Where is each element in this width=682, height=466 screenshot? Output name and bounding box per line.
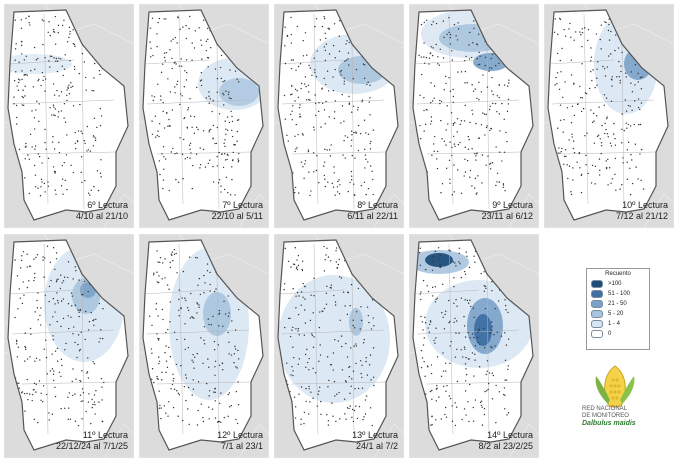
legend-title: Recuento (605, 271, 631, 277)
legend-swatch (591, 300, 603, 308)
date-range: 23/11 al 6/12 (481, 211, 533, 221)
map-11 (4, 234, 134, 458)
map-8 (274, 4, 404, 228)
legend-item: 0 (587, 329, 649, 339)
map-panel-11: 11º Lectura 22/12/24 al 7/1/25 (4, 234, 134, 458)
date-range: 22/10 al 5/11 (211, 211, 263, 221)
date-range: 7/1 al 23/1 (220, 441, 263, 451)
date-range: 6/11 al 22/11 (347, 211, 398, 221)
map-13 (274, 234, 404, 458)
reading-label: 13º Lectura (352, 430, 398, 440)
legend-item: 1 - 4 (587, 319, 649, 329)
map-9 (409, 4, 539, 228)
reading-label: 14º Lectura (487, 430, 533, 440)
corn-logo-icon (595, 365, 635, 408)
reading-label: 9º Lectura (492, 200, 533, 210)
map-panel-8: 8º Lectura 6/11 al 22/11 (274, 4, 404, 228)
date-range: 7/12 al 21/12 (615, 211, 668, 221)
reading-label: 12º Lectura (217, 430, 263, 440)
legend-item: 5 - 20 (587, 309, 649, 319)
reading-label: 11º Lectura (82, 430, 128, 440)
map-panel-10: 10º Lectura 7/12 al 21/12 (544, 4, 674, 228)
map-panel-6: 6º Lectura 4/10 al 21/10 (4, 4, 134, 228)
reading-label: 7º Lectura (222, 200, 263, 210)
map-panel-14: 14º Lectura 8/2 al 23/2/25 (409, 234, 539, 458)
legend-item: 51 - 100 (587, 289, 649, 299)
map-panel-13: 13º Lectura 24/1 al 7/2 (274, 234, 404, 458)
reading-label: 6º Lectura (87, 200, 128, 210)
map-12 (139, 234, 269, 458)
date-range: 8/2 al 23/2/25 (478, 441, 533, 451)
date-range: 22/12/24 al 7/1/25 (55, 441, 128, 451)
reading-label: 8º Lectura (357, 200, 398, 210)
map-6 (4, 4, 134, 228)
legend-swatch (591, 330, 603, 338)
map-panel-12: 12º Lectura 7/1 al 23/1 (139, 234, 269, 458)
reading-label: 10º Lectura (622, 200, 668, 210)
date-range: 24/1 al 7/2 (355, 441, 398, 451)
date-range: 4/10 al 21/10 (75, 211, 128, 221)
map-panel-7: 7º Lectura 22/10 al 5/11 (139, 4, 269, 228)
legend: Recuento >100 51 - 100 21 - 50 5 - 20 1 … (586, 268, 650, 350)
map-panel-9: 9º Lectura 23/11 al 6/12 (409, 4, 539, 228)
network-label: RED NACIONAL DE MONITOREO Dalbulus maidi… (582, 406, 636, 427)
legend-item: >100 (587, 279, 649, 289)
legend-swatch (591, 290, 603, 298)
map-7 (139, 4, 269, 228)
legend-swatch (591, 320, 603, 328)
map-14 (409, 234, 539, 458)
legend-swatch (591, 280, 603, 288)
legend-swatch (591, 310, 603, 318)
legend-item: 21 - 50 (587, 299, 649, 309)
map-10 (544, 4, 674, 228)
